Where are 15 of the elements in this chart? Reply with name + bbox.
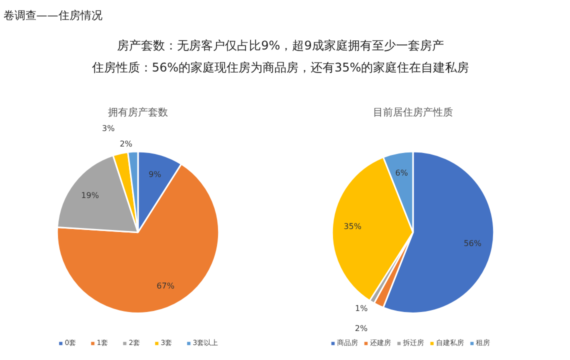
data-label: 2% (120, 139, 133, 148)
chart-title: 拥有房产套数 (108, 106, 168, 118)
data-label: 2% (354, 324, 368, 334)
data-label: 56% (464, 239, 482, 248)
data-label: 19% (81, 190, 100, 200)
chart-title: 目前居住房产性质 (373, 106, 453, 118)
data-label: 35% (344, 222, 362, 232)
data-label: 3% (102, 124, 116, 134)
data-label: 67% (156, 282, 175, 291)
text: 卷调查——住房情况 (3, 9, 102, 22)
data-label: 1% (355, 304, 368, 314)
data-label: 6% (395, 168, 408, 178)
text: 房产套数：无房客户仅占比9%，超9成家庭拥有至少一套房产 (117, 38, 444, 52)
data-label: 9% (148, 170, 162, 179)
text: 住房性质：56%的家庭现住房为商品房，还有35%的家庭住在自建私房 (90, 60, 470, 74)
